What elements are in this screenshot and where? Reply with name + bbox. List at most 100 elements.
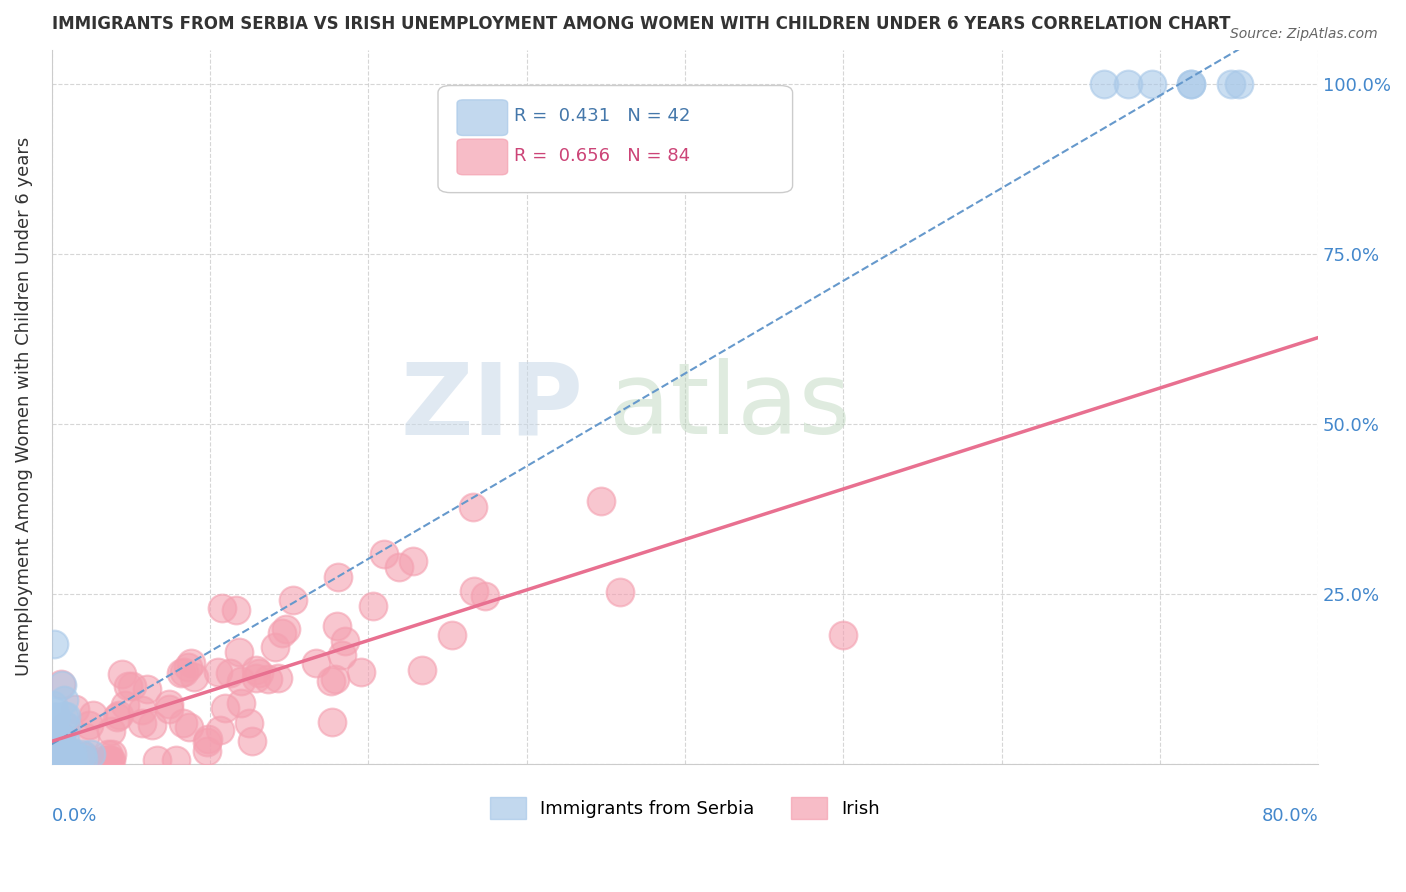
Point	[98, 753, 121, 767]
Point	[141, 718, 163, 732]
Point	[62, 752, 84, 766]
Point	[45, 710, 67, 724]
Point	[1180, 77, 1202, 91]
Point	[49, 730, 72, 744]
Text: Source: ZipAtlas.com: Source: ZipAtlas.com	[1230, 27, 1378, 41]
Text: 80.0%: 80.0%	[1261, 806, 1319, 825]
Point	[55, 718, 77, 732]
Point	[49, 753, 72, 767]
Point	[42, 704, 65, 718]
Point	[214, 701, 236, 715]
Point	[832, 627, 855, 641]
Point	[350, 665, 373, 679]
Point	[42, 698, 65, 713]
Text: ZIP: ZIP	[401, 359, 583, 455]
Text: R =  0.431   N = 42: R = 0.431 N = 42	[515, 107, 690, 125]
Point	[321, 715, 343, 730]
Point	[100, 753, 122, 767]
Point	[77, 718, 100, 732]
Point	[97, 753, 120, 767]
Point	[42, 745, 65, 759]
Point	[49, 736, 72, 750]
Point	[326, 619, 349, 633]
Point	[211, 601, 233, 615]
Point	[176, 660, 198, 674]
Point	[146, 753, 169, 767]
Point	[65, 702, 87, 716]
Point	[361, 599, 384, 613]
Point	[121, 679, 143, 693]
Point	[373, 547, 395, 561]
Point	[58, 753, 80, 767]
Point	[388, 560, 411, 574]
Point	[474, 589, 496, 603]
Point	[55, 709, 77, 723]
Point	[105, 710, 128, 724]
Point	[131, 703, 153, 717]
Point	[463, 500, 485, 514]
Point	[58, 753, 80, 767]
Point	[59, 751, 82, 765]
Point	[1094, 77, 1116, 91]
Point	[136, 681, 159, 696]
Point	[44, 710, 66, 724]
FancyBboxPatch shape	[457, 139, 508, 175]
Point	[238, 715, 260, 730]
Text: 0.0%: 0.0%	[52, 806, 97, 825]
Y-axis label: Unemployment Among Women with Children Under 6 years: Unemployment Among Women with Children U…	[15, 137, 32, 676]
Point	[1220, 77, 1243, 91]
Point	[114, 698, 136, 712]
Point	[231, 673, 253, 688]
Point	[266, 671, 288, 685]
Point	[281, 593, 304, 607]
Point	[44, 735, 66, 749]
Point	[48, 748, 70, 763]
Point	[609, 584, 631, 599]
Point	[207, 665, 229, 679]
Text: R =  0.656   N = 84: R = 0.656 N = 84	[515, 146, 690, 164]
Point	[1140, 77, 1163, 91]
Point	[97, 747, 120, 761]
Point	[45, 746, 67, 760]
Point	[183, 670, 205, 684]
Point	[48, 753, 70, 767]
FancyBboxPatch shape	[457, 100, 508, 136]
Point	[173, 665, 195, 680]
Point	[177, 720, 200, 734]
Point	[245, 671, 267, 685]
Point	[305, 656, 328, 670]
Point	[48, 727, 70, 741]
Point	[49, 746, 72, 760]
Text: IMMIGRANTS FROM SERBIA VS IRISH UNEMPLOYMENT AMONG WOMEN WITH CHILDREN UNDER 6 Y: IMMIGRANTS FROM SERBIA VS IRISH UNEMPLOY…	[52, 15, 1230, 33]
Point	[49, 677, 72, 691]
Point	[82, 708, 104, 723]
Point	[108, 708, 131, 723]
Point	[195, 744, 218, 758]
Point	[46, 740, 69, 755]
Point	[53, 732, 76, 747]
Point	[591, 494, 613, 508]
Point	[111, 667, 134, 681]
Point	[240, 734, 263, 748]
Point	[169, 665, 191, 680]
Point	[218, 665, 240, 680]
Point	[333, 634, 356, 648]
Point	[271, 626, 294, 640]
Point	[42, 716, 65, 731]
Point	[228, 645, 250, 659]
Point	[101, 747, 124, 762]
Legend: Immigrants from Serbia, Irish: Immigrants from Serbia, Irish	[482, 789, 887, 826]
Point	[1180, 77, 1202, 91]
Point	[42, 753, 65, 767]
Point	[53, 709, 76, 723]
Point	[72, 752, 94, 766]
Point	[323, 672, 346, 686]
Point	[117, 679, 139, 693]
Point	[195, 735, 218, 749]
Point	[73, 749, 96, 764]
Point	[172, 716, 194, 731]
Point	[48, 743, 70, 757]
Point	[79, 747, 101, 762]
Point	[1227, 77, 1250, 91]
Point	[157, 697, 180, 711]
